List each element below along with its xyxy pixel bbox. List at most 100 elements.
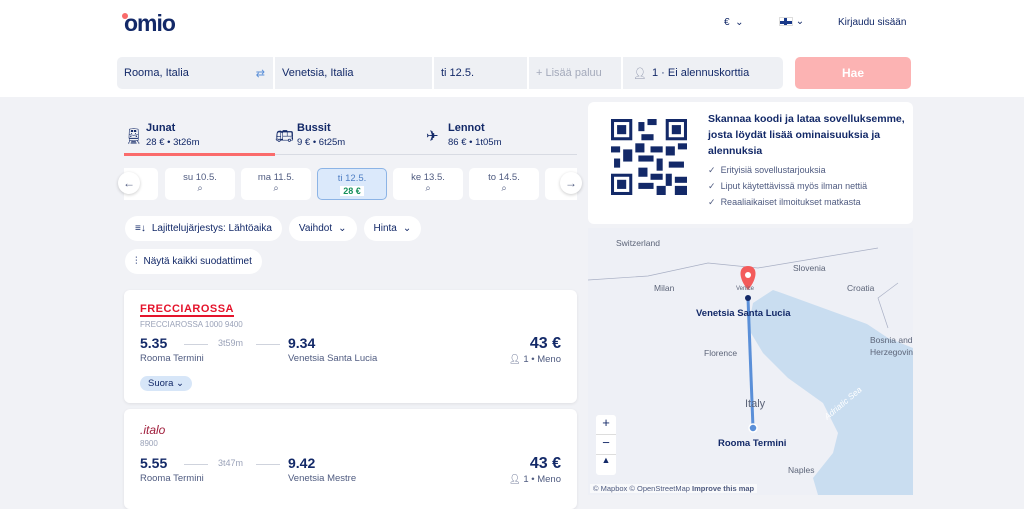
zoom-in-button[interactable]: + [596,415,616,435]
changes-filter[interactable]: Vaihdot ⌄ [288,216,357,241]
origin-label: Rooma Termini [718,438,787,449]
map-label: Naples [788,465,815,475]
benefit-item: ✓ Reaaliaikaiset ilmoitukset matkasta [708,197,861,207]
chevron-down-icon: ⌄ [402,223,412,234]
date-option[interactable]: su 10.5. ⌕ [165,168,235,200]
direct-tag[interactable]: Suora ⌄ [140,376,192,391]
swap-icon[interactable]: ⇄ [255,67,265,80]
from-input[interactable]: Rooma, Italia ⇄ [117,57,273,89]
sliders-icon: ⫶ [135,256,138,267]
result-card[interactable]: FRECCIAROSSA FRECCIAROSSA 1000 9400 5.35… [124,290,577,403]
benefit-item: ✓ Erityisiä sovellustarjouksia [708,165,826,175]
tab-buses[interactable]: 🚌︎ Bussit 9 € • 6t25m [275,122,346,148]
check-icon: ✓ [708,181,716,191]
passenger-info: 👤︎ 1 • Meno [508,474,561,485]
arrival-time: 9.42 [288,455,316,471]
route-map[interactable]: Switzerland Slovenia Milan Croatia Venic… [588,228,913,495]
return-input[interactable]: + Lisää paluu [529,57,621,89]
currency-select[interactable]: € ⌄ [724,17,744,28]
divider [184,464,208,465]
app-promo: Skannaa koodi ja lataa sovelluksemme, jo… [588,102,913,224]
operator-logo: .italo [140,423,166,437]
finland-flag-icon [779,16,793,26]
sort-button[interactable]: ≡↓ Lajittelujärjestys: Lähtöaika [125,216,282,241]
person-icon: 👤︎ [508,354,521,365]
map-label: Croatia [847,283,875,293]
map-label: Bosnia and Herzegovina [870,335,913,357]
tab-divider [124,154,577,155]
date-option-selected[interactable]: ti 12.5. 28 € [317,168,387,200]
date-option[interactable]: ke 13.5. ⌕ [393,168,463,200]
divider [184,344,208,345]
search-icon: ⌕ [197,183,203,194]
person-icon: 👤︎ [633,67,647,80]
map-land [588,228,913,495]
zoom-out-button[interactable]: − [596,435,616,455]
departure-station: Rooma Termini [140,353,204,364]
map-label: Slovenia [793,263,826,273]
departure-station: Rooma Termini [140,473,204,484]
departure-time: 5.35 [140,335,168,351]
train-number: 8900 [140,439,158,448]
duration: 3t47m [218,458,244,468]
map-zoom-controls: + − ▲ [596,415,616,475]
train-number: FRECCIAROSSA 1000 9400 [140,320,243,329]
divider [256,464,280,465]
all-filters-button[interactable]: ⫶ Näytä kaikki suodattimet [125,249,262,274]
price-filter[interactable]: Hinta ⌄ [363,216,422,241]
improve-map-link[interactable]: Improve this map [692,484,755,493]
map-attribution[interactable]: © Mapbox © OpenStreetMap [593,484,690,493]
tab-flights[interactable]: ✈ Lennot 86 € • 1t05m [426,122,502,148]
benefit-item: ✓ Liput käytettävissä myös ilman nettiä [708,181,868,191]
next-dates-button[interactable]: → [560,172,582,194]
active-tab-indicator [124,153,275,156]
destination-label: Venetsia Santa Lucia [696,308,791,319]
search-icon: ⌕ [425,183,431,194]
duration: 3t59m [218,338,244,348]
map-label: Venice [736,286,755,292]
divider [256,344,280,345]
search-button[interactable]: Hae [795,57,911,89]
search-icon: ⌕ [501,183,507,194]
passenger-info: 👤︎ 1 • Meno [508,354,561,365]
check-icon: ✓ [708,197,716,207]
prev-dates-button[interactable]: ← [118,172,140,194]
compass-button[interactable]: ▲ [601,455,611,465]
check-icon: ✓ [708,165,716,175]
promo-text: Skannaa koodi ja lataa sovelluksemme, jo… [708,111,906,210]
price: 43 € [529,335,561,352]
qr-code[interactable] [611,119,687,195]
bus-icon: 🚌︎ [275,128,295,145]
map-label: Switzerland [616,238,660,248]
result-card[interactable]: .italo 8900 5.55 3t47m 9.42 Rooma Termin… [124,409,577,509]
arrival-station: Venetsia Santa Lucia [288,353,378,364]
arrow-right-icon: → [565,176,577,190]
filter-row: ≡↓ Lajittelujärjestys: Lähtöaika Vaihdot ⌄… [125,216,422,241]
departure-time: 5.55 [140,455,168,471]
arrival-time: 9.34 [288,335,316,351]
arrival-station: Venetsia Mestre [288,473,357,484]
to-input[interactable]: Venetsia, Italia [275,57,432,89]
map-label: Milan [654,283,675,293]
tab-trains[interactable]: 🚆︎ Junat 28 € • 3t26m [124,122,200,148]
operator-logo: FRECCIAROSSA [140,303,235,317]
promo-title: Skannaa koodi ja lataa sovelluksemme, jo… [708,113,905,157]
date-option[interactable]: to 14.5. ⌕ [469,168,539,200]
map-label: Florence [704,348,738,358]
language-select[interactable]: ⌄ [779,16,804,27]
chevron-down-icon: ⌄ [338,223,347,234]
search-icon: ⌕ [273,183,279,194]
login-link[interactable]: Kirjaudu sisään [838,17,907,28]
filter-row: ⫶ Näytä kaikki suodattimet [125,249,262,274]
date-option[interactable]: ma 11.5. ⌕ [241,168,311,200]
date-input[interactable]: ti 12.5. [434,57,527,89]
plane-icon: ✈ [426,128,439,145]
arrow-left-icon: ← [123,176,135,190]
map-label: Italy [745,398,766,410]
passengers-input[interactable]: 👤︎ 1 · Ei alennuskorttia [623,57,783,89]
person-icon: 👤︎ [508,474,521,485]
price: 43 € [529,455,561,472]
header: omio € ⌄ ⌄ Kirjaudu sisään Rooma, Italia… [0,0,1024,97]
omio-logo[interactable]: omio [122,10,176,36]
sort-icon: ≡↓ [135,223,146,234]
